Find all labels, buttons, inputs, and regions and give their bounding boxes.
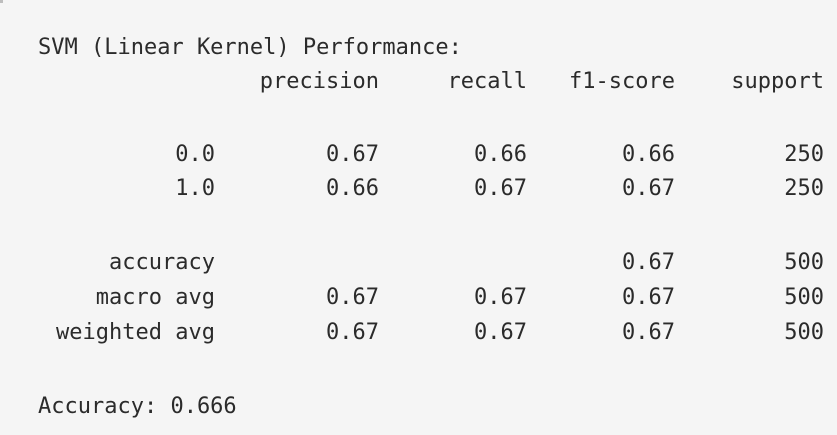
row-support: 250	[784, 142, 824, 167]
row-label: 0.0	[175, 142, 215, 167]
row-recall: 0.66	[474, 142, 527, 167]
row-label: accuracy	[109, 250, 215, 275]
row-support: 500	[784, 320, 824, 345]
row-f1-score: 0.66	[622, 142, 675, 167]
row-precision: 0.67	[326, 142, 379, 167]
row-recall: 0.67	[474, 176, 527, 201]
header-f1-score: f1-score	[569, 69, 675, 94]
row-label: weighted avg	[56, 320, 215, 345]
row-precision: 0.67	[326, 320, 379, 345]
scroll-edge-marker	[0, 0, 3, 3]
row-label: macro avg	[95, 285, 215, 310]
row-f1-score: 0.67	[622, 320, 675, 345]
header-support: support	[731, 69, 824, 94]
header-recall: recall	[447, 69, 527, 94]
row-recall: 0.67	[474, 285, 527, 310]
row-label: 1.0	[175, 176, 215, 201]
header-precision: precision	[259, 69, 379, 94]
row-f1-score: 0.67	[622, 176, 675, 201]
row-f1-score: 0.67	[622, 250, 675, 275]
row-support: 250	[784, 176, 824, 201]
report-title: SVM (Linear Kernel) Performance:	[38, 35, 462, 60]
accuracy-score: Accuracy: 0.666	[38, 394, 237, 419]
row-precision: 0.67	[326, 285, 379, 310]
row-support: 500	[784, 285, 824, 310]
row-recall: 0.67	[474, 320, 527, 345]
row-precision: 0.66	[326, 176, 379, 201]
row-f1-score: 0.67	[622, 285, 675, 310]
row-support: 500	[784, 250, 824, 275]
